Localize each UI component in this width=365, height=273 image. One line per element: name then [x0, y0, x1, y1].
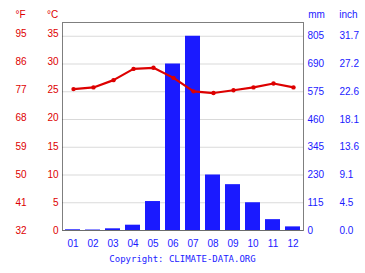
svg-text:mm: mm [308, 9, 325, 20]
svg-text:230: 230 [308, 169, 325, 180]
svg-text:03: 03 [107, 238, 119, 249]
svg-text:31.7: 31.7 [340, 30, 360, 41]
svg-text:575: 575 [308, 86, 325, 97]
svg-text:35: 35 [47, 28, 59, 39]
svg-text:4.5: 4.5 [340, 197, 354, 208]
svg-text:460: 460 [308, 114, 325, 125]
svg-text:5: 5 [53, 197, 59, 208]
svg-text:06: 06 [167, 238, 179, 249]
svg-text:345: 345 [308, 141, 325, 152]
svg-text:30: 30 [47, 56, 59, 67]
svg-text:18.1: 18.1 [340, 114, 360, 125]
svg-text:0.0: 0.0 [340, 225, 354, 236]
svg-text:27.2: 27.2 [340, 58, 360, 69]
svg-text:59: 59 [15, 141, 27, 152]
svg-text:41: 41 [15, 197, 27, 208]
svg-text:68: 68 [15, 112, 27, 123]
svg-text:115: 115 [308, 197, 324, 208]
svg-text:10: 10 [247, 238, 259, 249]
svg-text:02: 02 [87, 238, 99, 249]
svg-text:11: 11 [268, 238, 279, 249]
svg-text:15: 15 [47, 141, 59, 152]
svg-text:86: 86 [15, 56, 27, 67]
svg-text:inch: inch [339, 9, 357, 20]
svg-text:01: 01 [67, 238, 79, 249]
svg-text:95: 95 [15, 28, 27, 39]
svg-text:12: 12 [287, 238, 299, 249]
svg-text:13.6: 13.6 [340, 141, 360, 152]
svg-text:10: 10 [47, 169, 59, 180]
svg-text:0: 0 [308, 225, 314, 236]
svg-text:9.1: 9.1 [340, 169, 354, 180]
svg-text:25: 25 [47, 84, 59, 95]
svg-text:05: 05 [147, 238, 159, 249]
svg-text:32: 32 [15, 225, 27, 236]
svg-text:50: 50 [15, 169, 27, 180]
svg-text:08: 08 [207, 238, 219, 249]
svg-text:22.6: 22.6 [340, 86, 360, 97]
svg-text:°F: °F [15, 9, 25, 20]
svg-text:690: 690 [308, 58, 325, 69]
svg-text:04: 04 [127, 238, 139, 249]
svg-text:20: 20 [47, 112, 59, 123]
html-text:Copyright: CLIMATE-DATA.ORG: Copyright: CLIMATE-DATA.ORG [109, 254, 256, 264]
svg-text:09: 09 [227, 238, 239, 249]
svg-text:77: 77 [15, 84, 27, 95]
svg-text:°C: °C [47, 9, 58, 20]
svg-text:0: 0 [53, 225, 59, 236]
svg-text:07: 07 [187, 238, 199, 249]
svg-text:805: 805 [308, 30, 325, 41]
